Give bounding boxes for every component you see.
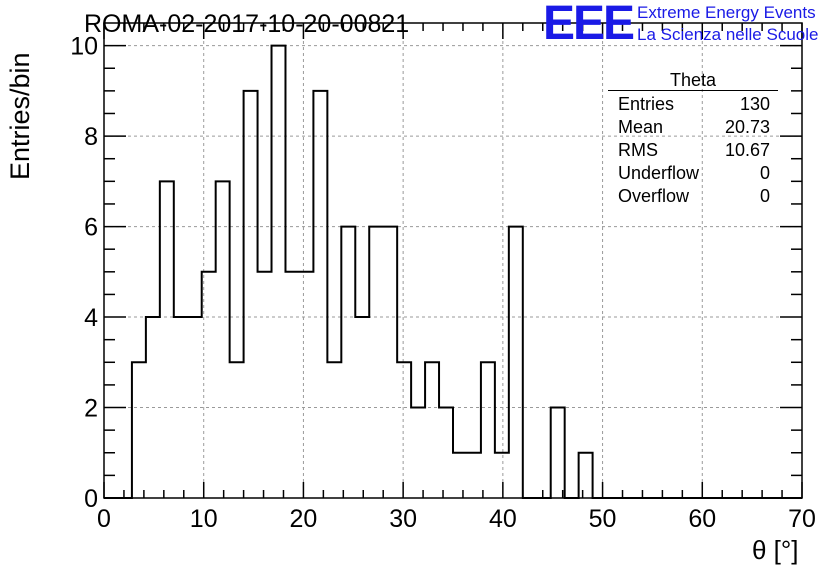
y-tick-label: 8 xyxy=(84,123,98,151)
stats-row-mean: Mean 20.73 xyxy=(608,116,778,139)
stats-value: 20.73 xyxy=(724,117,770,137)
x-tick-label: 0 xyxy=(97,505,111,533)
stats-label: Entries xyxy=(618,94,675,114)
stats-row-entries: Entries 130 xyxy=(608,93,778,116)
stats-box: Theta Entries 130 Mean 20.73 RMS 10.67 U… xyxy=(608,70,778,208)
x-tick-label: 30 xyxy=(389,505,417,533)
x-tick-label: 70 xyxy=(788,505,816,533)
y-tick-label: 0 xyxy=(84,485,98,513)
stats-value: 0 xyxy=(759,163,770,183)
x-tick-label: 40 xyxy=(489,505,517,533)
x-axis-label: θ [°] xyxy=(752,535,799,565)
y-tick-label: 2 xyxy=(84,395,98,423)
axis-ticks xyxy=(103,23,803,499)
y-tick-label: 4 xyxy=(84,304,98,332)
logo-subtitle-2: La Scienza nelle Scuole xyxy=(637,25,819,44)
chart-title: ROMA-02-2017-10-20-00821 xyxy=(84,10,410,38)
y-tick-label: 10 xyxy=(70,33,98,61)
logo-subtitle-1: Extreme Energy Events xyxy=(637,3,816,22)
stats-row-overflow: Overflow 0 xyxy=(608,185,778,208)
tick-labels: 0 10 20 30 40 50 60 70 0 2 4 6 8 10 xyxy=(70,33,816,533)
stats-histogram-name: Theta xyxy=(669,70,717,90)
stats-label: Mean xyxy=(618,117,664,137)
plot-frame xyxy=(103,22,803,499)
stats-rule xyxy=(608,90,778,91)
y-tick-label: 6 xyxy=(84,214,98,242)
x-tick-label: 50 xyxy=(589,505,617,533)
y-axis-label: Entries/bin xyxy=(5,52,35,180)
x-tick-label: 60 xyxy=(688,505,716,533)
stats-label: RMS xyxy=(618,140,658,160)
stats-label: Overflow xyxy=(618,186,690,206)
x-tick-label: 20 xyxy=(290,505,318,533)
stats-row-rms: RMS 10.67 xyxy=(608,139,778,162)
stats-value: 10.67 xyxy=(724,140,770,160)
eee-logo: EEE xyxy=(543,0,635,50)
stats-value: 130 xyxy=(739,94,770,114)
stats-value: 0 xyxy=(759,186,770,206)
stats-row-underflow: Underflow 0 xyxy=(608,162,778,185)
x-tick-label: 10 xyxy=(190,505,218,533)
stats-label: Underflow xyxy=(618,163,700,183)
